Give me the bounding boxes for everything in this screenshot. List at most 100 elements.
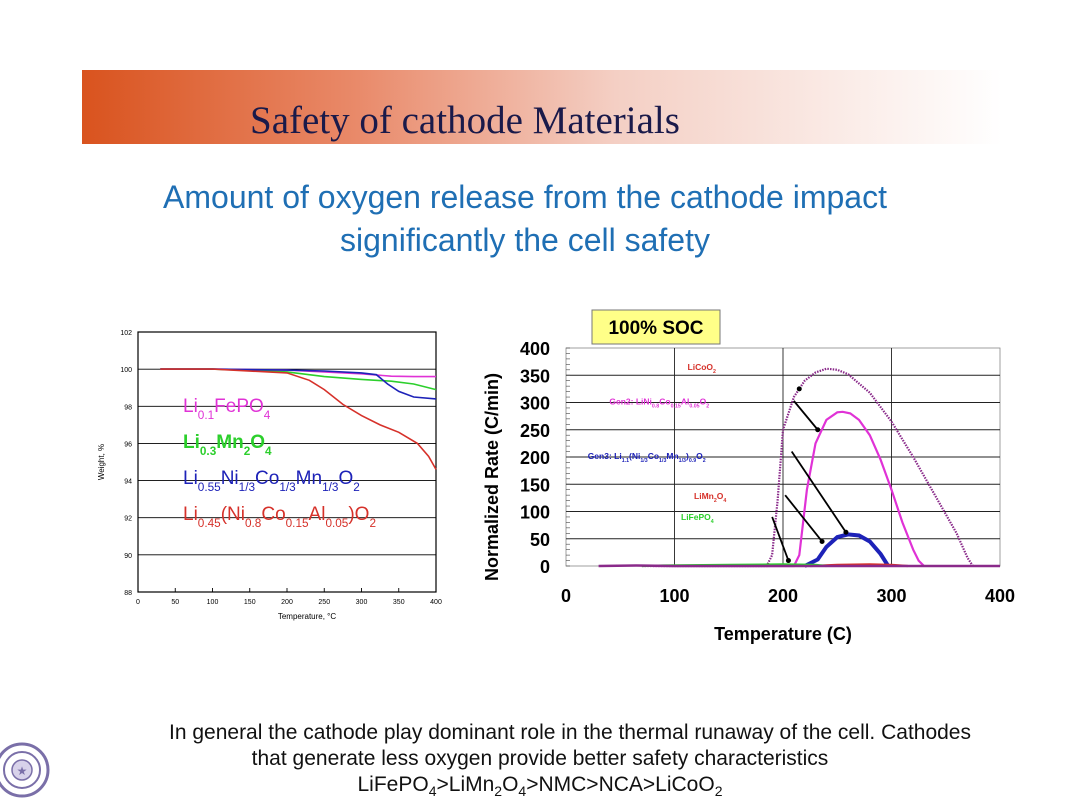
label-subscript: 0.05 [325,517,348,530]
legend-entry: Li0.3Mn2O4 [183,432,272,458]
conclusion-line-1: In general the cathode play dominant rol… [169,721,971,744]
annotation-arrowhead [815,427,821,433]
oxygen-release-rate-chart: 0 50 100 150 200 250 300 350 400 0 100 200 300 400 Tem… [482,309,1015,644]
y-tick-label: 400 [520,339,550,359]
x-axis-label: Temperature, °C [278,612,337,621]
y-tick-label: 92 [124,516,132,523]
y-axis-label: Weight, % [97,444,106,480]
x-tick-label: 350 [393,599,405,606]
series-line [160,368,437,400]
soc-badge [591,309,721,345]
annotation-arrowhead [819,538,825,544]
annotation-label: LiCoO2 [688,362,717,375]
label-subscript: 1/3 [679,458,686,464]
label-subscript: 2 [714,498,717,504]
label-subscript: 2 [706,403,709,409]
ranking-part: LiFePO [357,773,429,796]
x-tick-label: 400 [985,586,1015,606]
label-subscript: 0.15 [671,403,681,409]
annotation-arrow [771,516,790,561]
x-axis-label: Temperature (C) [714,624,852,644]
label-subscript: 1/3 [640,458,647,464]
legend-entry: Li0.55Ni1/3Co1/3Mn1/3O2 [183,468,360,494]
label-part: Al [681,396,690,406]
conclusion-line-2: that generate less oxygen provide better… [251,747,829,770]
label-subscript: 0.8 [652,403,659,409]
annotation-arrow [790,451,847,533]
x-tick-label: 100 [659,586,689,606]
label-part: Li [183,468,198,489]
series-line [803,532,890,568]
ranking-part: O [502,773,519,796]
annotation-label: LiMn2O4 [694,491,726,504]
label-part: FePO [214,396,264,417]
label-part: Mn [216,432,243,453]
university-seal-logo: ★ [0,742,50,798]
label-part: LiMn [694,491,714,501]
x-tick-label: 400 [430,599,442,606]
annotation-label: Gen2: LiNi0.8Co0.15Al0.05O2 [609,396,709,409]
ranking-subscript: 2 [494,783,503,800]
label-subscript: 4 [711,519,714,525]
label-part: Li [183,504,198,525]
annotation-arrowhead [785,558,791,564]
label-part: Al [309,504,326,525]
label-subscript: 0.55 [198,481,221,494]
plot-frame [137,331,437,593]
ranking-subscript: 2 [714,783,723,800]
label-subscript: 1/3 [239,481,256,494]
subtitle: Amount of oxygen release from the cathod… [0,176,1080,262]
y-tick-label: 94 [124,479,132,486]
y-tick-label: 0 [540,557,550,577]
y-axis-label: Normalized Rate (C/min) [482,373,502,581]
label-part: O [696,451,703,461]
label-part: Gen2: LiNi [609,396,652,406]
annotation-arrowhead [796,386,802,392]
annotation-label: Gen3: Li1.1(Ni1/3Co1/3Mn1/3)0.9O2 [588,451,706,464]
y-tick-label: 350 [520,366,550,386]
label-part: Li [183,432,200,453]
label-part: (Ni [629,451,640,461]
y-tick-label: 90 [124,553,132,560]
label-part: Co [648,451,659,461]
legend-entry: Li0.45(Ni0.8Co0.15Al0.05)O2 [183,504,376,530]
label-subscript: 0.8 [245,517,262,530]
label-part: Li [183,396,198,417]
annotation-arrowhead [843,529,849,535]
label-part: O [717,491,724,501]
label-subscript: 4 [265,445,272,458]
label-part: ) [686,451,689,461]
label-part: Mn [666,451,678,461]
ranking-subscript: 4 [428,783,437,800]
y-tick-label: 200 [520,448,550,468]
y-tick-label: 102 [120,330,132,337]
series-line [652,410,925,568]
annotation-arrow [784,494,823,543]
label-subscript: 1/3 [279,481,296,494]
label-subscript: 0.05 [689,403,699,409]
label-subscript: 1.1 [622,458,629,464]
label-part: (Ni [221,504,245,525]
y-tick-label: 98 [124,404,132,411]
conclusion-text: In general the cathode play dominant rol… [0,720,1080,804]
label-subscript: 2 [703,458,706,464]
label-subscript: 2 [244,445,251,458]
subtitle-line-2: significantly the cell safety [340,222,710,258]
label-part: Ni [221,468,239,489]
y-tick-label: 150 [520,475,550,495]
x-tick-label: 50 [171,599,179,606]
label-subscript: 1/3 [322,481,339,494]
y-tick-label: 50 [530,530,550,550]
x-tick-label: 300 [876,586,906,606]
label-subscript: 0.3 [200,445,217,458]
page-title: Safety of cathode Materials [250,99,680,142]
label-part: LiCoO [688,362,714,372]
label-part: Co [659,396,670,406]
label-subscript: 2 [353,481,360,494]
label-subscript: 4 [264,409,271,422]
label-subscript: 1/3 [659,458,666,464]
label-part: Gen3: Li [588,451,622,461]
x-tick-label: 200 [281,599,293,606]
ranking-subscript: 4 [518,783,527,800]
x-tick-label: 300 [356,599,368,606]
